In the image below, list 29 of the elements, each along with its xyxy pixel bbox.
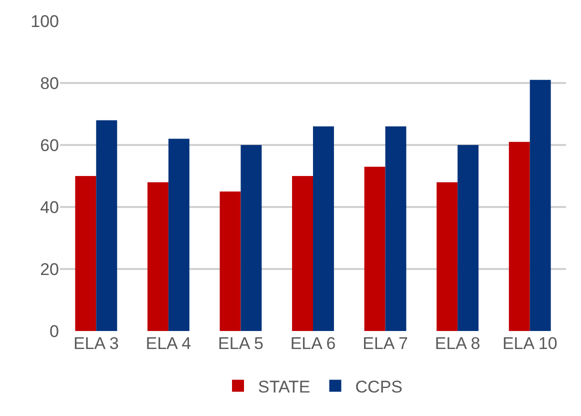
bar — [436, 182, 458, 331]
y-tick-label: 0 — [50, 322, 59, 341]
bar — [240, 145, 262, 331]
legend-label: CCPS — [355, 377, 402, 396]
bar — [313, 126, 334, 331]
x-tick-label: ELA 7 — [362, 334, 408, 353]
bar — [96, 120, 118, 331]
y-tick-label: 40 — [40, 198, 59, 217]
bar — [292, 176, 313, 331]
bar — [168, 138, 190, 331]
bar — [220, 192, 241, 331]
x-tick-label: ELA 4 — [146, 334, 192, 353]
bar — [385, 126, 406, 331]
bar — [508, 142, 530, 331]
x-tick-label: ELA 5 — [218, 334, 264, 353]
x-tick-label: ELA 3 — [73, 334, 119, 353]
bar — [147, 182, 168, 331]
y-tick-label: 100 — [30, 12, 59, 31]
x-tick-label: ELA 6 — [290, 334, 336, 353]
y-tick-label: 20 — [40, 260, 59, 279]
bar — [75, 176, 96, 331]
y-tick-label: 80 — [40, 74, 59, 93]
y-tick-label: 60 — [40, 136, 59, 155]
bar — [364, 166, 386, 331]
x-tick-label: ELA 8 — [434, 334, 480, 353]
x-tick-label: ELA 10 — [502, 334, 558, 353]
bar — [530, 80, 551, 331]
legend-label: STATE — [258, 377, 310, 396]
bar — [458, 145, 479, 331]
